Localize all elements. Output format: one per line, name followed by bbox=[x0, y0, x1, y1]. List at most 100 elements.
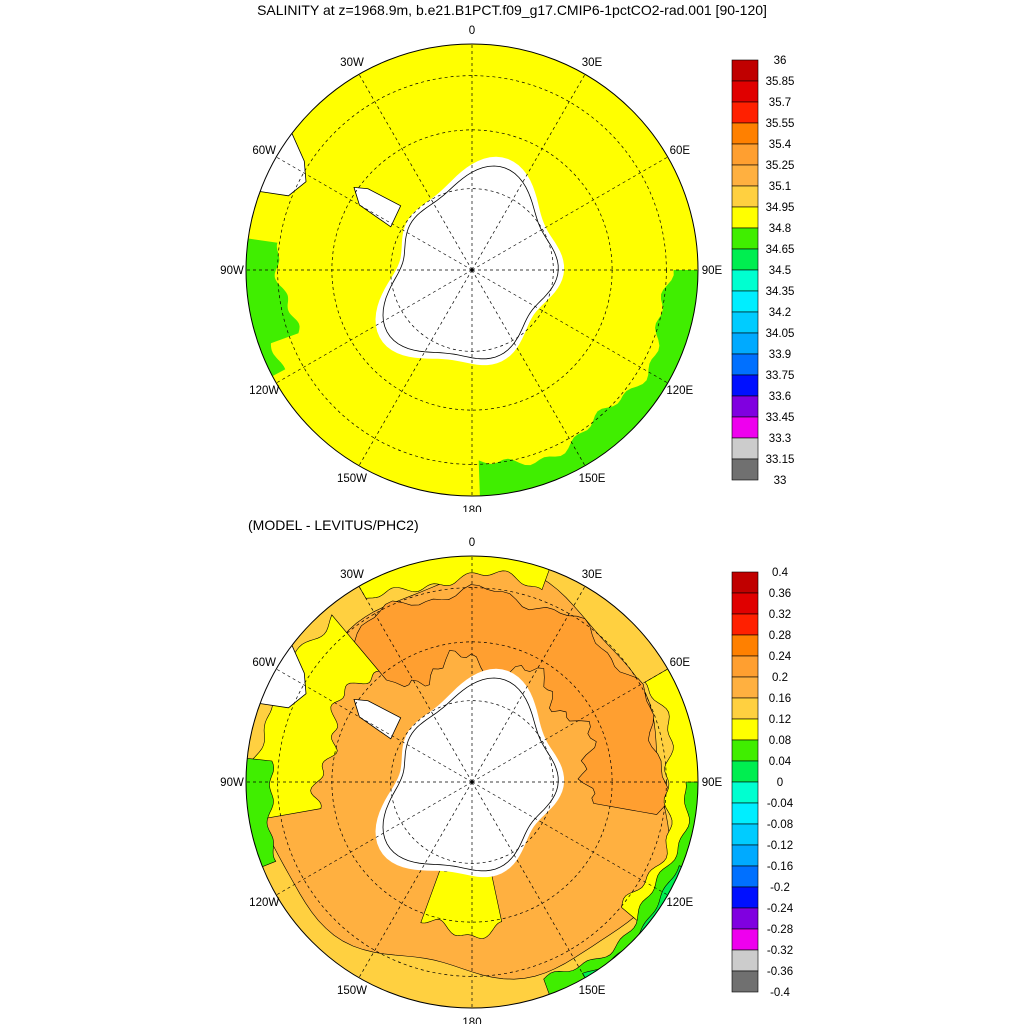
salinity-colorbar-box bbox=[731, 353, 759, 376]
difference-colorbar-label: 0.2 bbox=[772, 672, 788, 684]
difference-colorbar-label: -0.16 bbox=[767, 861, 793, 873]
lon-label-90w: 90W bbox=[220, 777, 244, 789]
difference-colorbar-box bbox=[731, 760, 759, 783]
difference-colorbar-box bbox=[731, 928, 759, 951]
salinity-colorbar-label: 35.1 bbox=[769, 181, 791, 193]
salinity-colorbar-label: 33.75 bbox=[766, 370, 795, 382]
salinity-colorbar-box bbox=[731, 185, 759, 208]
lon-label-120e: 120E bbox=[666, 897, 693, 909]
salinity-colorbar-box bbox=[731, 227, 759, 250]
difference-colorbar-box bbox=[731, 907, 759, 930]
salinity-colorbar-box bbox=[731, 416, 759, 439]
difference-colorbar-box bbox=[731, 613, 759, 636]
salinity-colorbar-label: 34.8 bbox=[769, 223, 791, 235]
difference-colorbar-box bbox=[731, 634, 759, 657]
diff-band-0-08-0-12-west bbox=[246, 614, 380, 821]
meridian-line bbox=[358, 586, 473, 783]
difference-colorbar-label: -0.2 bbox=[770, 882, 790, 894]
antarctic-peninsula bbox=[353, 698, 402, 740]
difference-colorbar-box bbox=[731, 676, 759, 699]
lon-label-120w: 120W bbox=[249, 385, 279, 397]
salinity-colorbar-label: 34.05 bbox=[766, 328, 795, 340]
diff-band-0-2-0-24-atlantic bbox=[354, 584, 671, 815]
lon-label-90w: 90W bbox=[220, 265, 244, 277]
difference-colorbar-box bbox=[731, 697, 759, 720]
difference-colorbar-box bbox=[731, 718, 759, 741]
salinity-colorbar-label: 35.25 bbox=[766, 160, 795, 172]
meridian-line bbox=[276, 781, 473, 896]
meridian-line bbox=[358, 781, 473, 978]
difference-colorbar-box bbox=[731, 865, 759, 888]
salinity-colorbar-label: 34.2 bbox=[769, 307, 791, 319]
lon-label-60e: 60E bbox=[670, 145, 691, 157]
map-outline bbox=[245, 43, 699, 497]
salinity-colorbar-box bbox=[731, 101, 759, 124]
graticule bbox=[246, 44, 698, 496]
lon-label-180: 180 bbox=[462, 1017, 481, 1024]
lon-label-120e: 120E bbox=[666, 385, 693, 397]
salinity-colorbar-label: 35.4 bbox=[769, 139, 792, 151]
difference-colorbar-label: -0.12 bbox=[767, 840, 793, 852]
difference-colorbar-label: 0.12 bbox=[769, 714, 791, 726]
lon-label-60e: 60E bbox=[670, 657, 691, 669]
land-mask-antarctica bbox=[375, 668, 565, 878]
meridian-line bbox=[471, 269, 668, 384]
diff-band-0-04-0-08-west bbox=[246, 756, 277, 873]
salinity-colorbar-box bbox=[731, 80, 759, 103]
salinity-colorbar-label: 34.5 bbox=[769, 265, 791, 277]
salinity-panel: 0 30E 60E 90E 120E 150E 180 150W 120W 90W 60W 30W 36… bbox=[220, 25, 795, 512]
difference-colorbar-box bbox=[731, 823, 759, 846]
latitude-circle bbox=[390, 700, 554, 864]
salinity-colorbar-label: 33.15 bbox=[766, 454, 795, 466]
salinity-colorbar-label: 33.6 bbox=[769, 391, 791, 403]
salinity-colorbar-label: 33.45 bbox=[766, 412, 795, 424]
meridian-line bbox=[276, 668, 473, 783]
salinity-colorbar-label: 35.85 bbox=[766, 76, 795, 88]
salinity-colorbar-box bbox=[731, 248, 759, 271]
salinity-colorbar-label: 35.7 bbox=[769, 97, 791, 109]
salinity-colorbar-label: 34.35 bbox=[766, 286, 795, 298]
salinity-colorbar-box bbox=[731, 143, 759, 166]
salinity-colorbar-box bbox=[731, 458, 759, 481]
diff-band-0-08-0-12-north bbox=[350, 556, 555, 599]
lon-label-90e: 90E bbox=[702, 265, 723, 277]
difference-colorbar-box bbox=[731, 655, 759, 678]
map-outline bbox=[245, 555, 699, 1009]
difference-colorbar-label: 0.16 bbox=[769, 693, 791, 705]
difference-colorbar-label: 0.24 bbox=[769, 651, 792, 663]
lon-label-60w: 60W bbox=[252, 145, 276, 157]
difference-colorbar-box bbox=[731, 949, 759, 972]
lon-label-90e: 90E bbox=[702, 777, 723, 789]
salinity-colorbar-box bbox=[731, 164, 759, 187]
difference-colorbar-box bbox=[731, 781, 759, 804]
difference-colorbar-label: 0.36 bbox=[769, 588, 791, 600]
lon-label-0: 0 bbox=[469, 537, 475, 549]
south-pole-marker bbox=[470, 780, 474, 784]
lon-label-30e: 30E bbox=[582, 57, 603, 69]
difference-colorbar-label: -0.36 bbox=[767, 966, 793, 978]
salinity-colorbar-label: 34.65 bbox=[766, 244, 795, 256]
bottom-chart-title: (MODEL - LEVITUS/PHC2) bbox=[248, 517, 419, 533]
difference-colorbar-box bbox=[731, 802, 759, 825]
latitude-circle bbox=[390, 188, 554, 352]
meridian-line bbox=[471, 156, 668, 271]
lon-label-30e: 30E bbox=[582, 569, 603, 581]
salinity-colorbar-box bbox=[731, 269, 759, 292]
south-pole-marker bbox=[470, 268, 474, 272]
salinity-colorbar-box bbox=[731, 206, 759, 229]
difference-colorbar-box bbox=[731, 970, 759, 993]
meridian-line bbox=[471, 74, 586, 271]
difference-colorbar-label: -0.04 bbox=[767, 798, 794, 810]
meridian-line bbox=[358, 74, 473, 271]
difference-colorbar-label: 0.28 bbox=[769, 630, 791, 642]
difference-colorbar-label: 0 bbox=[777, 777, 783, 789]
top-chart-title: SALINITY at z=1968.9m, b.e21.B1PCT.f09_g… bbox=[257, 2, 767, 18]
difference-map: 0 30E 60E 90E 120E 150E 180 150W 120W 90W 60W 30W 0.… bbox=[220, 537, 794, 1024]
difference-colorbar-box bbox=[731, 739, 759, 762]
land-mask-antarctica bbox=[375, 156, 565, 366]
field-layer bbox=[246, 556, 698, 1008]
difference-colorbar-label: -0.24 bbox=[767, 903, 794, 915]
lon-label-150w: 150W bbox=[337, 985, 367, 997]
difference-colorbar-label: 0.08 bbox=[769, 735, 791, 747]
lon-label-180: 180 bbox=[462, 505, 481, 512]
